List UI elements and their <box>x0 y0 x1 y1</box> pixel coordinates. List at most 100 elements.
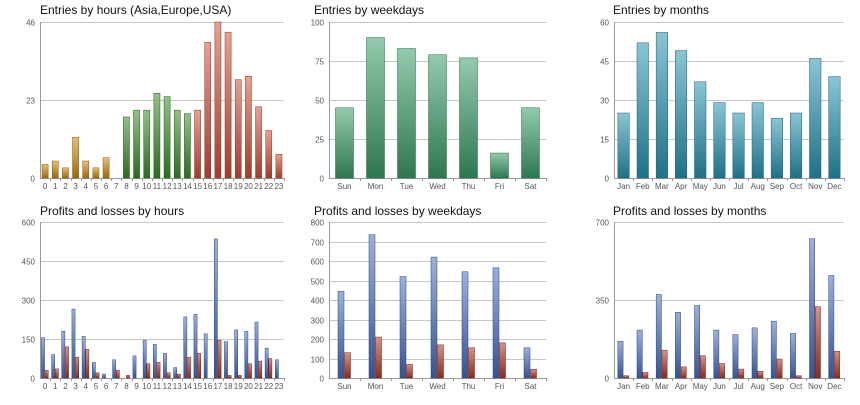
x-tick-label: 6 <box>104 382 109 391</box>
bar-7-s1 <box>116 369 120 379</box>
bar-Dec <box>828 76 841 179</box>
x-tick-label: 2 <box>63 182 68 191</box>
bar-Aug-s1 <box>757 371 764 379</box>
bar-6 <box>102 157 110 179</box>
x-tick-label: 13 <box>173 182 182 191</box>
x-tick-label: Oct <box>790 382 803 391</box>
bar-22 <box>265 130 273 179</box>
x-tick-label: Mar <box>655 382 669 391</box>
chart-title: Entries by weekdays <box>314 3 424 17</box>
x-tick-label: Aug <box>751 382 765 391</box>
bar-Jun <box>713 102 726 179</box>
x-tick-label: 20 <box>244 382 253 391</box>
y-tick-label: 100 <box>311 19 325 28</box>
x-tick-label: 10 <box>142 382 151 391</box>
bar-20 <box>245 76 252 179</box>
bar-May-s1 <box>700 355 706 379</box>
chart-title: Entries by months <box>613 3 709 17</box>
x-tick-label: 3 <box>73 382 78 391</box>
bar-Sat-s1 <box>530 368 537 379</box>
bar-14 <box>184 113 191 179</box>
chart-entries-months: Entries by months 0 15 30 45 60 Jan Feb Mar Apr Ma… <box>600 3 845 191</box>
bar-23-s0 <box>275 359 279 379</box>
bar-13 <box>173 109 181 179</box>
bar-Thu-s1 <box>468 347 475 379</box>
x-tick-label: Feb <box>636 382 650 391</box>
x-tick-label: Sat <box>524 382 537 391</box>
bar-Dec-s1 <box>834 351 840 379</box>
y-tick-label: 600 <box>311 258 325 267</box>
x-tick-label: May <box>693 382 708 391</box>
y-tick-label: 300 <box>22 297 36 306</box>
x-tick-label: 21 <box>254 182 263 191</box>
bar-21 <box>255 106 262 179</box>
x-tick-label: 12 <box>163 382 172 391</box>
x-tick-label: 1 <box>53 182 58 191</box>
bar-15 <box>194 109 201 179</box>
bar-Feb-s1 <box>642 372 649 379</box>
x-tick-label: Wed <box>429 182 445 191</box>
y-tick-label: 23 <box>26 97 35 106</box>
x-tick-label: Sat <box>524 182 537 191</box>
x-tick-label: Sun <box>337 382 351 391</box>
bar-18-s0 <box>224 341 228 379</box>
bar-11-s1 <box>156 362 161 379</box>
bar-2-s1 <box>65 346 69 379</box>
bar-10 <box>143 109 151 179</box>
x-tick-label: 11 <box>153 382 162 391</box>
bar-20-s1 <box>248 363 252 379</box>
bar-8-s1 <box>126 375 130 379</box>
bar-18 <box>224 31 232 179</box>
x-tick-label: Mon <box>368 182 384 191</box>
bar-Feb-s0 <box>636 329 643 379</box>
x-tick-label: 19 <box>234 382 243 391</box>
bar-15-s1 <box>197 353 201 379</box>
x-tick-label: 14 <box>183 182 192 191</box>
x-tick-label: 7 <box>114 182 119 191</box>
x-tick-label: Fri <box>495 382 505 391</box>
y-tick-label: 75 <box>315 58 324 67</box>
x-tick-label: 1 <box>53 382 58 391</box>
bar-Tue-s0 <box>399 276 407 379</box>
bar-1 <box>51 160 59 179</box>
bar-Jan <box>617 112 630 179</box>
bar-3 <box>72 137 79 179</box>
bar-17 <box>214 21 222 179</box>
x-tick-label: Dec <box>827 382 841 391</box>
y-tick-label: 45 <box>600 58 609 67</box>
bar-Jul-s0 <box>732 334 739 379</box>
y-tick-label: 25 <box>315 136 324 145</box>
x-tick-label: 8 <box>124 182 129 191</box>
bar-23 <box>275 154 283 179</box>
x-tick-label: Apr <box>675 382 688 391</box>
bar-May <box>694 81 707 179</box>
x-tick-label: 23 <box>274 182 283 191</box>
bar-9 <box>133 109 140 179</box>
y-tick-label: 300 <box>311 317 325 326</box>
x-tick-label: 15 <box>193 382 202 391</box>
bar-Oct-s0 <box>790 333 796 379</box>
bar-Tue-s1 <box>406 364 413 379</box>
y-tick-label: 150 <box>22 336 36 345</box>
bar-11 <box>153 92 161 179</box>
bar-Sep <box>770 117 783 179</box>
x-tick-label: Wed <box>429 382 445 391</box>
bar-6-s0 <box>102 373 106 379</box>
bar-Sun-s1 <box>344 352 351 379</box>
x-tick-label: 8 <box>124 382 129 391</box>
bar-19 <box>234 79 242 179</box>
x-tick-label: Feb <box>636 182 650 191</box>
chart-title: Profits and losses by weekdays <box>314 204 481 218</box>
y-tick-label: 400 <box>311 297 325 306</box>
y-tick-label: 0 <box>31 175 36 184</box>
x-tick-label: 2 <box>63 382 68 391</box>
chart-pl-weekdays: Profits and losses by weekdays 0 100 200 300… <box>311 204 547 391</box>
y-tick-label: 450 <box>22 258 36 267</box>
bar-Apr-s1 <box>680 366 687 379</box>
bar-9-s0 <box>132 355 137 379</box>
bar-12-s0 <box>163 353 167 379</box>
bar-Jun-s1 <box>719 363 725 379</box>
bar-Apr-s0 <box>675 312 681 379</box>
chart-entries-hours: Entries by hours (Asia,Europe,USA)023460… <box>26 3 285 191</box>
bar-4 <box>82 160 90 179</box>
